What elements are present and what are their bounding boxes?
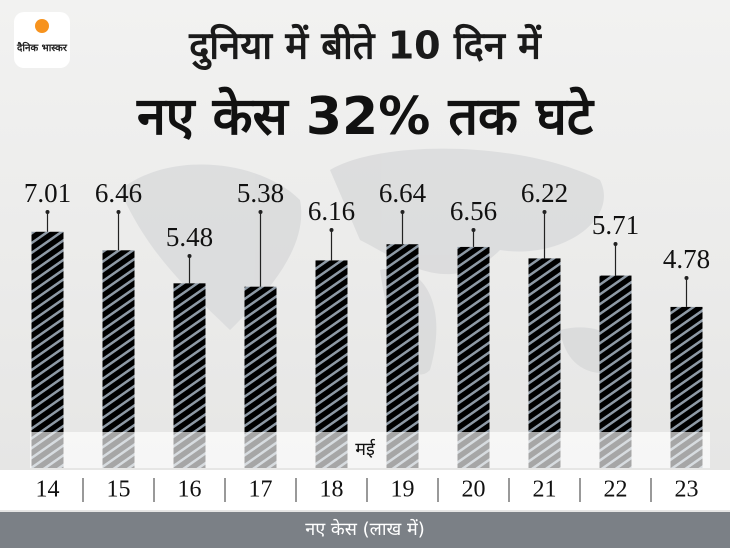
x-tick-label: 15 [107, 477, 131, 503]
leader-dot [329, 228, 334, 232]
x-tick-label: 21 [533, 477, 557, 503]
category-row [0, 470, 730, 510]
leader-dot [258, 210, 263, 214]
value-label: 6.56 [450, 196, 497, 226]
value-label: 6.46 [95, 178, 142, 208]
value-label: 6.64 [379, 178, 427, 208]
month-label: मई [355, 438, 376, 460]
leader-dot [45, 210, 50, 214]
x-tick-label: 22 [604, 477, 628, 503]
x-tick-label: 14 [36, 477, 60, 503]
logo-text: दैनिक भास्कर [16, 41, 68, 54]
x-tick-label: 17 [249, 477, 273, 503]
x-tick-label: 23 [675, 477, 699, 503]
logo: दैनिक भास्कर [14, 12, 70, 68]
x-tick-label: 20 [462, 477, 486, 503]
leader-dot [684, 276, 689, 280]
leader-dot [542, 210, 547, 214]
chart-title: दुनिया में बीते 10 दिन में [188, 24, 542, 71]
value-label: 6.16 [308, 196, 355, 226]
leader-dot [400, 210, 405, 214]
x-tick-label: 16 [178, 477, 202, 503]
x-tick-label: 18 [320, 477, 344, 503]
leader-dot [116, 210, 121, 214]
leader-dot [471, 228, 476, 232]
x-tick-label: 19 [391, 477, 415, 503]
value-label: 4.78 [663, 244, 710, 274]
leader-dot [613, 242, 618, 246]
month-band [30, 432, 710, 468]
value-label: 6.22 [521, 178, 568, 208]
chart-subtitle: नए केस 32% तक घटे [136, 86, 595, 147]
x-axis-label: नए केस (लाख में) [305, 518, 425, 540]
value-label: 5.48 [166, 222, 213, 252]
value-label: 5.38 [237, 178, 284, 208]
value-label: 5.71 [592, 210, 639, 240]
bar [102, 250, 135, 468]
bar [386, 244, 419, 468]
footer [0, 512, 730, 548]
bar [31, 231, 64, 468]
bar [457, 246, 490, 468]
value-label: 7.01 [24, 178, 71, 208]
leader-dot [187, 254, 192, 258]
